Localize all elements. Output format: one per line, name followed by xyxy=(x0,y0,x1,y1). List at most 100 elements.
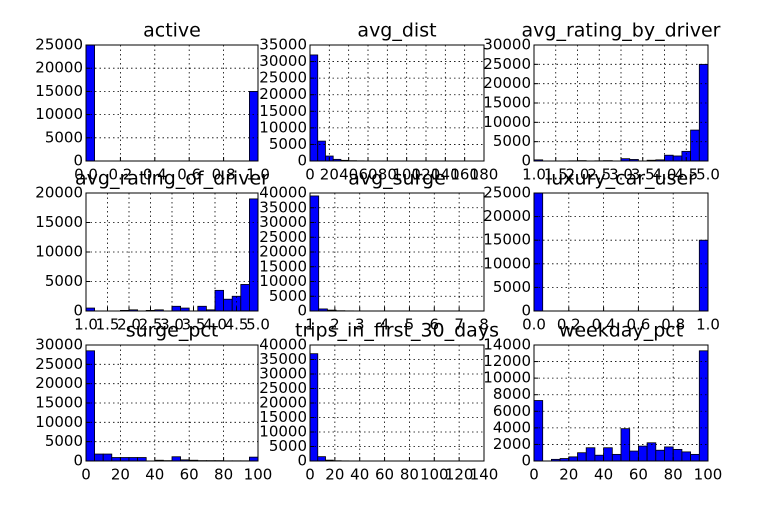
bar xyxy=(533,192,544,312)
x-tick-label: 0 xyxy=(305,466,315,484)
y-tick-label: 15000 xyxy=(259,102,307,120)
bar xyxy=(681,451,692,462)
x-tick-label: 60 xyxy=(180,466,199,484)
y-tick-label: 0 xyxy=(73,452,83,470)
bar xyxy=(197,305,207,312)
bar xyxy=(309,195,320,312)
bar xyxy=(638,445,648,462)
bar xyxy=(128,457,138,462)
y-tick-label: 30000 xyxy=(259,52,307,70)
bar xyxy=(655,449,665,462)
bar xyxy=(629,450,639,462)
y-tick-label: 25000 xyxy=(483,55,531,73)
y-tick-label: 20000 xyxy=(35,374,83,392)
bar xyxy=(664,154,674,162)
chart-title: active xyxy=(143,20,201,42)
x-tick-label: 0.0 xyxy=(522,316,546,334)
bar xyxy=(309,54,319,162)
x-tick-label: 5.0 xyxy=(696,166,720,184)
y-tick-label: 4000 xyxy=(493,418,531,436)
x-tick-label: 0.8 xyxy=(661,316,685,334)
x-tick-label: 0.2 xyxy=(108,166,132,184)
y-tick-label: 15000 xyxy=(35,213,83,231)
x-tick-label: 20 xyxy=(320,166,339,184)
bar xyxy=(240,284,250,312)
y-tick-label: 20000 xyxy=(259,394,307,412)
bar xyxy=(611,453,622,462)
bar xyxy=(120,457,130,462)
x-tick-label: 160 xyxy=(450,166,479,184)
x-tick-label: 0.4 xyxy=(592,316,616,334)
y-tick-label: 0 xyxy=(521,302,531,320)
axes-frame xyxy=(309,344,485,462)
y-tick-label: 40000 xyxy=(259,336,307,354)
x-tick-label: 0.2 xyxy=(557,316,581,334)
x-tick-label: 4.0 xyxy=(203,316,227,334)
x-tick-label: 100 xyxy=(420,466,449,484)
y-tick-label: 20000 xyxy=(483,207,531,225)
x-tick-label: 1.5 xyxy=(96,316,120,334)
y-tick-label: 0 xyxy=(521,452,531,470)
x-tick-label: 0.0 xyxy=(74,166,98,184)
y-tick-label: 25000 xyxy=(259,69,307,87)
bar xyxy=(309,353,319,462)
y-tick-label: 0 xyxy=(73,302,83,320)
y-tick-label: 5000 xyxy=(45,128,83,146)
x-tick-label: 6 xyxy=(430,316,440,334)
y-tick-label: 20000 xyxy=(259,85,307,103)
y-tick-label: 0 xyxy=(73,152,83,170)
x-tick-label: 0.4 xyxy=(143,166,167,184)
y-tick-label: 25000 xyxy=(483,184,531,202)
bar xyxy=(102,453,113,462)
y-tick-label: 5000 xyxy=(45,432,83,450)
y-tick-label: 15000 xyxy=(259,257,307,275)
bar xyxy=(533,400,544,462)
bar xyxy=(672,155,683,162)
bar xyxy=(577,452,587,462)
y-tick-label: 30000 xyxy=(35,336,83,354)
axes-frame xyxy=(533,192,709,312)
y-tick-label: 30000 xyxy=(259,213,307,231)
bar xyxy=(171,305,182,312)
x-tick-label: 5 xyxy=(405,316,415,334)
y-tick-label: 30000 xyxy=(259,365,307,383)
x-tick-label: 140 xyxy=(470,466,499,484)
y-tick-label: 5000 xyxy=(493,278,531,296)
x-tick-label: 3.0 xyxy=(609,166,633,184)
y-tick-label: 10000 xyxy=(483,369,531,387)
y-tick-label: 10000 xyxy=(483,254,531,272)
bar xyxy=(568,456,578,462)
x-tick-label: 1.0 xyxy=(522,166,546,184)
y-tick-label: 25000 xyxy=(35,355,83,373)
y-tick-label: 5000 xyxy=(493,132,531,150)
y-tick-label: 35000 xyxy=(259,36,307,54)
x-tick-label: 40 xyxy=(350,466,369,484)
axes-frame xyxy=(533,344,709,462)
y-tick-label: 25000 xyxy=(259,379,307,397)
x-tick-label: 40 xyxy=(339,166,358,184)
x-tick-label: 1.0 xyxy=(696,316,720,334)
x-tick-label: 60 xyxy=(358,166,377,184)
x-tick-label: 60 xyxy=(375,466,394,484)
y-tick-label: 15000 xyxy=(259,408,307,426)
y-tick-label: 40000 xyxy=(259,184,307,202)
bar xyxy=(603,447,613,462)
y-tick-label: 0 xyxy=(297,152,307,170)
x-tick-label: 8 xyxy=(479,316,489,334)
y-tick-label: 20000 xyxy=(259,243,307,261)
chart-title: trips_in_first_30_days xyxy=(295,320,499,342)
y-tick-label: 6000 xyxy=(493,402,531,420)
x-tick-label: 80 xyxy=(378,166,397,184)
bar xyxy=(223,298,233,312)
y-tick-label: 30000 xyxy=(483,36,531,54)
x-tick-label: 100 xyxy=(694,466,723,484)
bar xyxy=(585,447,596,462)
x-tick-label: 1.5 xyxy=(544,166,568,184)
x-tick-label: 4.0 xyxy=(653,166,677,184)
x-tick-label: 40 xyxy=(145,466,164,484)
x-tick-label: 5.0 xyxy=(246,316,270,334)
y-tick-label: 15000 xyxy=(483,231,531,249)
y-tick-label: 15000 xyxy=(35,394,83,412)
x-tick-label: 80 xyxy=(214,466,233,484)
y-tick-label: 10000 xyxy=(483,113,531,131)
